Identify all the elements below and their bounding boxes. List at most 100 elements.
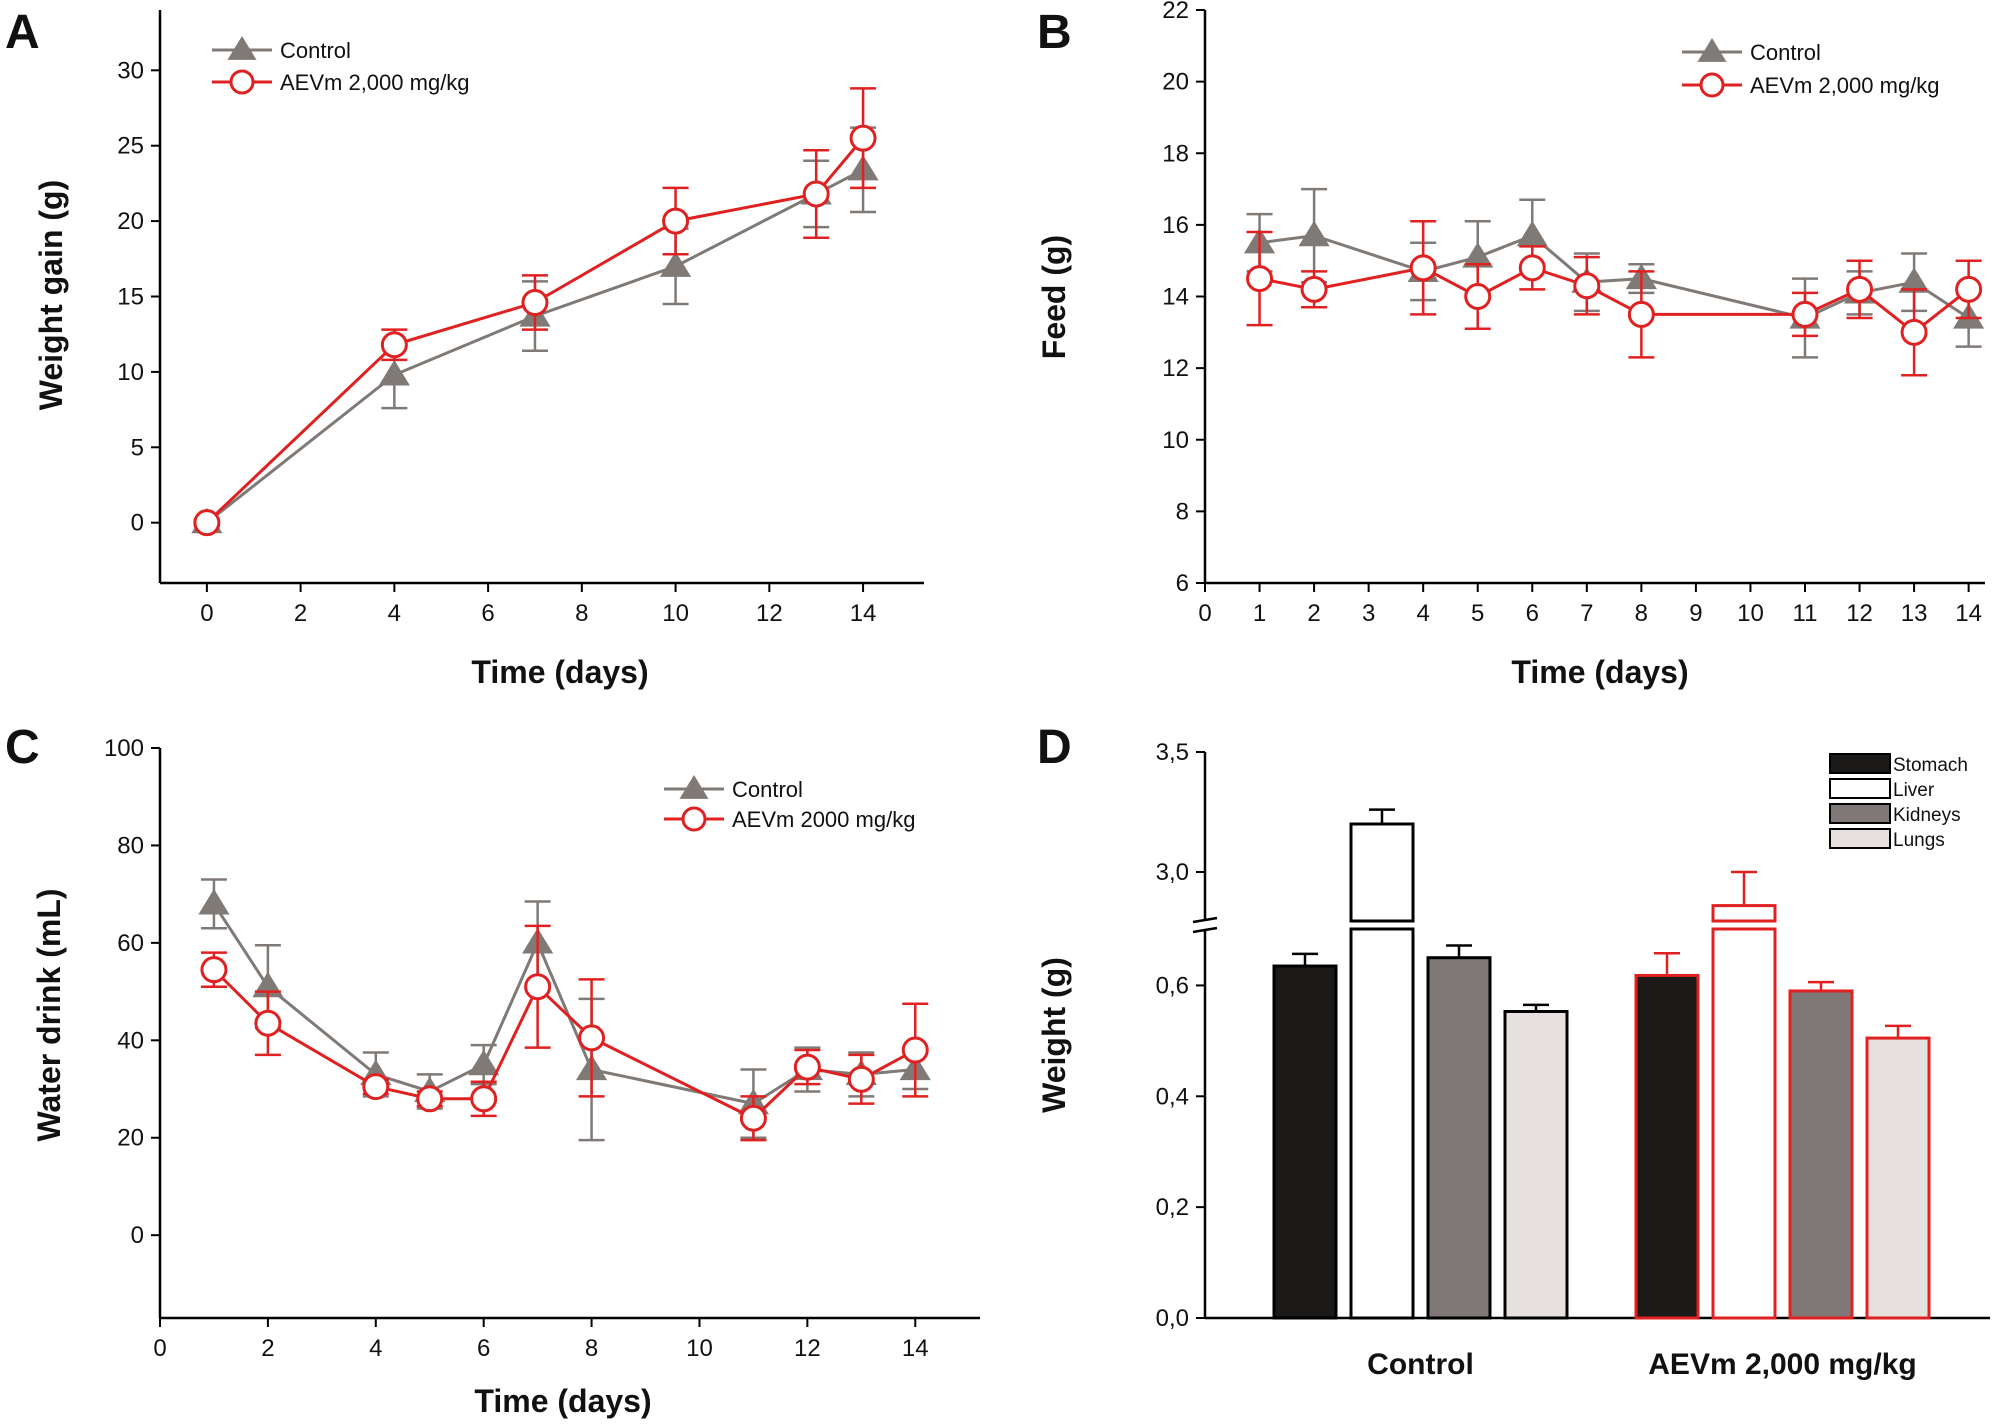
y-tick-label: 0,6 [1156,972,1189,999]
x-tick-label: 10 [1737,600,1764,627]
y-tick-label: 25 [117,133,144,160]
series-control [198,878,931,1142]
y-tick-label: 20 [117,1125,144,1152]
category-label: AEVm 2,000 mg/kg [1648,1348,1916,1381]
x-tick-label: 6 [1526,600,1539,627]
bar-lungs [1865,1036,1931,1320]
data-point [1573,272,1601,300]
series-treated [200,924,929,1142]
y-tick-label: 0 [131,1222,144,1249]
y-axis-title: Feed (g) [1036,235,1072,359]
legend-swatch [1829,828,1891,849]
x-tick-label: 10 [686,1335,713,1362]
x-tick-label: 0 [200,600,213,627]
data-point [416,1085,444,1113]
data-point [1298,220,1330,247]
data-point [1846,275,1874,303]
data-point [193,509,221,537]
y-axis-title: Weight gain (g) [33,180,69,410]
x-tick-label: 8 [575,600,588,627]
data-point [1464,283,1492,310]
legend-label: Kidneys [1893,805,1961,826]
data-point [849,124,877,152]
data-point [847,1065,875,1093]
x-tick-label: 3 [1362,600,1375,627]
axis-break-mark [1192,926,1218,934]
y-axis-title: Weight (g) [1036,957,1072,1113]
legend-label: Control [732,777,803,802]
y-tick-label: 10 [1162,427,1189,454]
y-tick-label: 12 [1162,355,1189,382]
data-point [1900,318,1928,346]
data-point [468,1049,500,1076]
x-tick-label: 7 [1580,600,1593,627]
data-point [1791,300,1819,328]
y-tick-label: 10 [117,359,144,386]
y-tick-label: 40 [117,1027,144,1054]
x-tick-label: 2 [1307,600,1320,627]
legend-label: Stomach [1893,755,1968,776]
y-tick-label: 60 [117,930,144,957]
bar-liver-lower [1711,927,1777,1320]
data-point [901,1036,929,1064]
data-point [1518,254,1546,282]
x-tick-label: 13 [1901,600,1928,627]
legend-label: Control [280,38,351,63]
data-point [793,1053,821,1081]
x-tick-label: 4 [1417,600,1430,627]
x-tick-label: 8 [585,1335,598,1362]
data-point [198,888,230,915]
x-tick-label: 2 [261,1335,274,1362]
data-point [1516,220,1548,247]
bar-kidneys [1788,989,1854,1320]
panel-letter: B [1037,6,1072,59]
y-tick-label: 3,0 [1156,859,1189,886]
x-tick-label: 5 [1471,600,1484,627]
panel-letter: C [5,721,40,774]
x-tick-label: 10 [662,600,689,627]
x-axis-title: Time (days) [1511,654,1688,690]
series-treated [193,87,877,537]
bar-lungs [1503,1009,1569,1320]
legend-marker [681,806,707,832]
axis-break-mark [1192,916,1218,924]
data-point [378,359,410,386]
legend-label: AEVm 2000 mg/kg [732,807,915,832]
legend-swatch [1829,803,1891,824]
legend-label: AEVm 2,000 mg/kg [280,70,470,95]
legend: Control AEVm 2000 mg/kg [664,775,915,832]
legend: Control AEVm 2,000 mg/kg [212,36,470,95]
panel-C: C 0 20 40 60 80 100 0 2 4 6 8 10 12 14 Time (days) Water… [5,721,980,1419]
x-tick-label: 0 [153,1335,166,1362]
data-point [470,1085,498,1113]
x-tick-label: 14 [850,600,877,627]
legend-marker [679,775,709,799]
x-tick-label: 1 [1253,600,1266,627]
x-tick-label: 14 [1955,600,1982,627]
x-tick-label: 12 [756,600,783,627]
y-tick-label: 0,4 [1156,1083,1189,1110]
data-point [1955,275,1983,303]
y-tick-label: 80 [117,832,144,859]
x-tick-label: 4 [369,1335,382,1362]
legend-marker [1699,72,1725,98]
y-tick-label: 5 [131,434,144,461]
x-axis-title: Time (days) [471,654,648,690]
legend-label: AEVm 2,000 mg/kg [1750,73,1940,98]
y-tick-label: 30 [117,57,144,84]
bar-stomach [1272,964,1338,1320]
legend-label: Control [1750,40,1821,65]
legend: Control AEVm 2,000 mg/kg [1682,38,1940,98]
data-point [578,1024,606,1052]
data-point [362,1073,390,1101]
x-tick-label: 6 [477,1335,490,1362]
legend-label: Liver [1893,780,1935,801]
x-tick-label: 0 [1198,600,1211,627]
data-point [739,1104,767,1132]
y-tick-label: 100 [104,735,144,762]
data-point [200,956,228,984]
x-tick-label: 9 [1689,600,1702,627]
x-tick-label: 4 [388,600,401,627]
panel-letter: D [1037,721,1072,774]
